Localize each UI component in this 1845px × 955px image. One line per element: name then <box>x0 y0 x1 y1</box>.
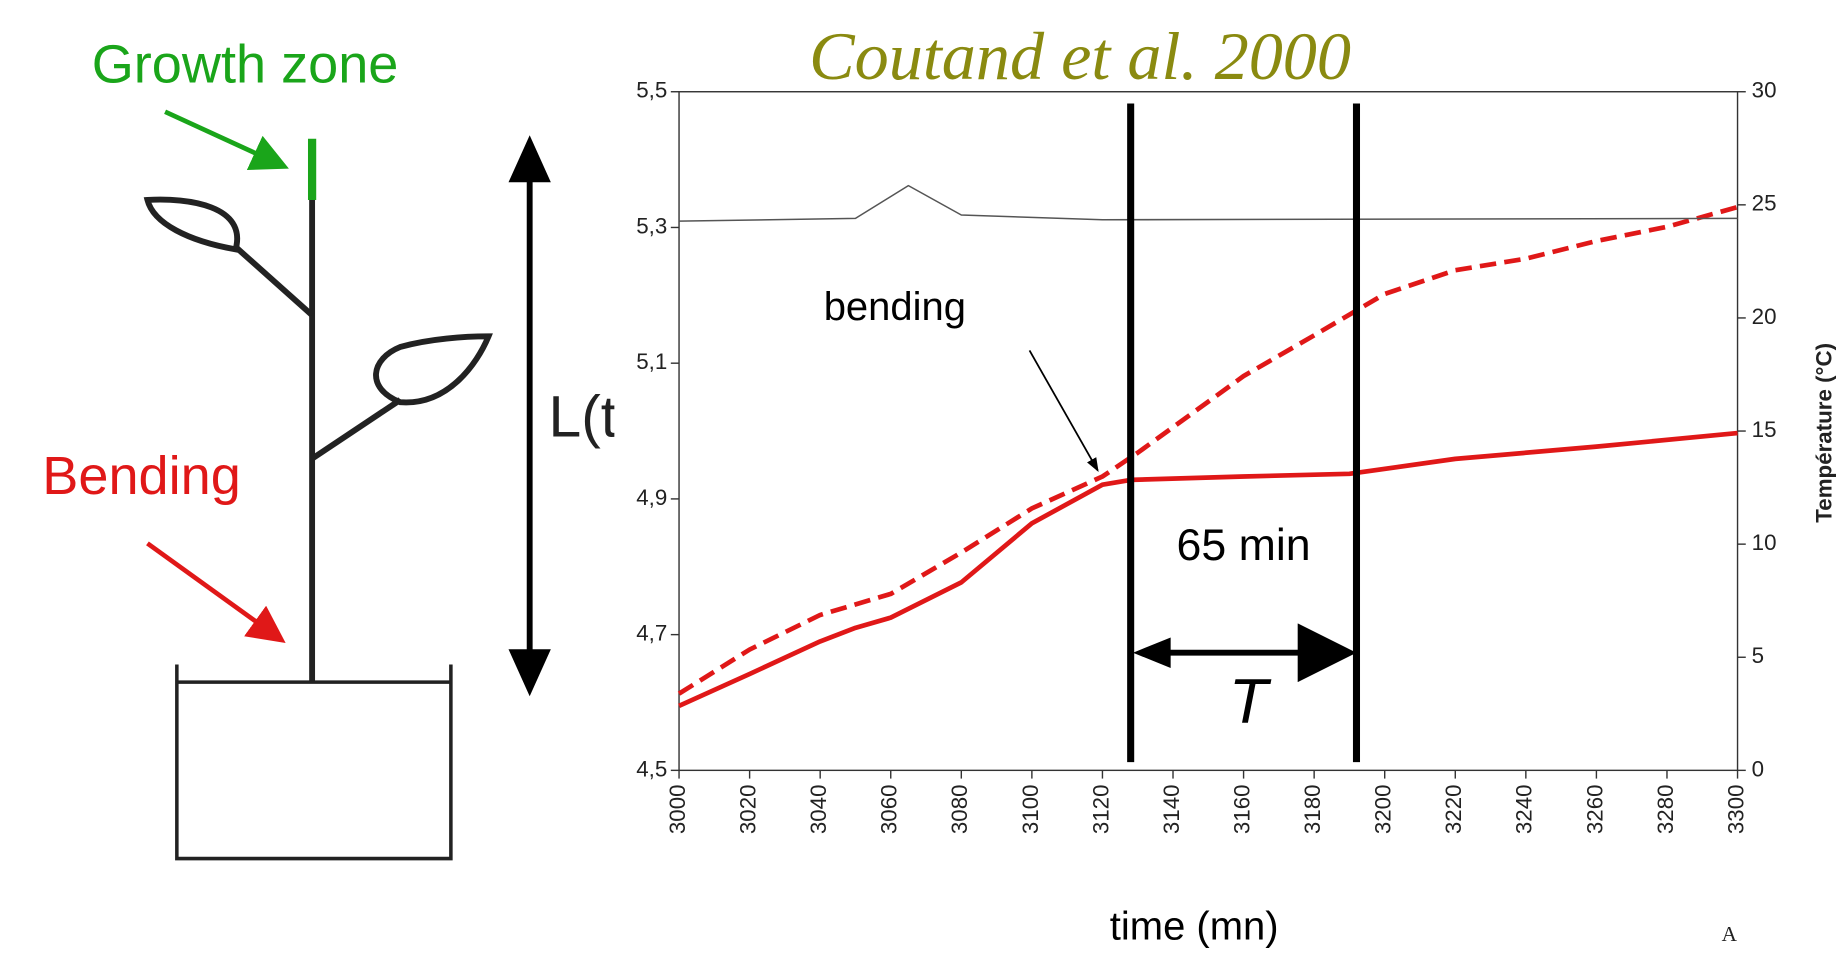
branch <box>233 244 315 318</box>
x-axis-label: time (mn) <box>1110 905 1279 949</box>
x-tick-label: 3280 <box>1653 784 1678 834</box>
x-tick-label: 3160 <box>1229 784 1254 834</box>
x-tick-label: 3260 <box>1582 784 1607 834</box>
x-tick-label: 3000 <box>665 784 690 834</box>
chart: 4,5 4,7 4,9 5,1 5,3 5,5 0 5 10 15 20 25 30 3000 3020 30… <box>636 78 1836 949</box>
annotation: bending <box>824 285 966 329</box>
y2-tick-label: 10 <box>1752 530 1777 555</box>
x-tick-label: 3100 <box>1018 784 1043 834</box>
y2-tick-label: 25 <box>1752 191 1777 216</box>
plot-frame <box>678 91 1739 772</box>
y2-tick-label: 5 <box>1752 643 1764 668</box>
chart-title: Coutand et al. 2000 <box>809 18 1351 94</box>
series-line <box>679 184 1738 222</box>
y2-tick-label: 30 <box>1752 78 1777 103</box>
x-tick-label: 3080 <box>947 784 972 834</box>
leaf <box>373 333 493 406</box>
growth-arrow <box>164 109 289 170</box>
series-line <box>677 204 1739 696</box>
y2-axis-label: Température (°C) <box>1812 343 1837 523</box>
plant-diagram: Growth zone Bending L(t) <box>42 35 636 861</box>
branch <box>310 397 402 462</box>
annotation: A <box>1722 922 1738 946</box>
y-tick-label: 4,5 <box>636 756 667 781</box>
annotation: T <box>1229 666 1272 736</box>
annotation: 65 min <box>1177 521 1311 570</box>
growth-zone-label: Growth zone <box>92 35 399 95</box>
arrow-head <box>508 135 551 183</box>
x-tick-label: 3040 <box>806 784 831 834</box>
bending-label: Bending <box>42 446 241 506</box>
y2-tick-label: 15 <box>1752 417 1777 442</box>
x-tick-label: 3180 <box>1300 784 1325 834</box>
arrow-head <box>1133 637 1171 669</box>
y-tick-label: 4,7 <box>636 621 667 646</box>
bending-arrow <box>146 541 286 643</box>
x-tick-label: 3060 <box>877 784 902 834</box>
leaf <box>143 196 241 253</box>
y2-tick-label: 20 <box>1752 304 1777 329</box>
x-tick-label: 3240 <box>1512 784 1537 834</box>
y-tick-label: 5,5 <box>636 78 667 103</box>
x-tick-label: 3120 <box>1088 784 1113 834</box>
arrow-head <box>508 649 551 697</box>
x-tick-label: 3020 <box>736 784 761 834</box>
length-label: L(t) <box>548 385 636 450</box>
y2-tick-label: 0 <box>1752 756 1764 781</box>
annotation-arrow <box>1028 350 1099 472</box>
series-line <box>678 430 1738 709</box>
x-tick-label: 3220 <box>1441 784 1466 834</box>
x-tick-label: 3140 <box>1159 784 1184 834</box>
y-tick-label: 4,9 <box>636 485 667 510</box>
x-tick-label: 3300 <box>1723 784 1748 834</box>
y-tick-label: 5,1 <box>636 349 667 374</box>
y-tick-label: 5,3 <box>636 213 667 238</box>
x-tick-label: 3200 <box>1371 784 1396 834</box>
pot <box>175 664 453 861</box>
